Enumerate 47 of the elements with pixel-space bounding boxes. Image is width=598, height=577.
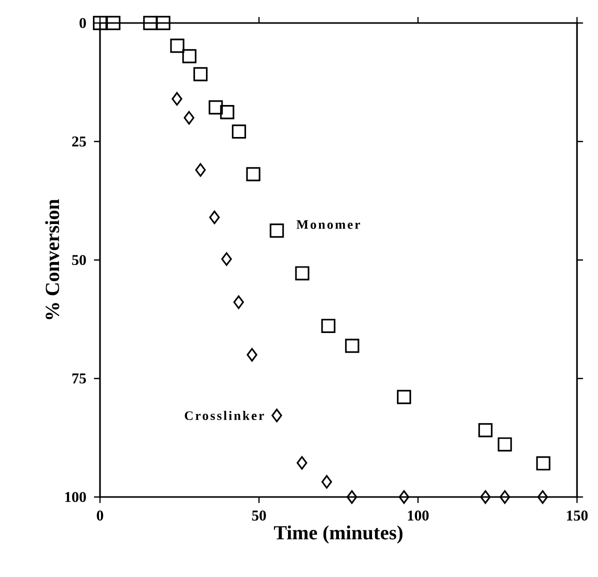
point: [478, 423, 492, 438]
point: [172, 92, 182, 106]
point: [92, 16, 108, 30]
point: [398, 490, 410, 504]
point: [143, 16, 158, 30]
x-tick-label: 0: [96, 510, 104, 521]
point: [321, 318, 336, 333]
point: [246, 348, 258, 362]
point: [182, 49, 196, 64]
point: [106, 16, 120, 30]
x-axis-title: Time (minutes): [274, 525, 402, 544]
point: [170, 38, 184, 53]
point: [209, 210, 220, 224]
series-label: Crosslinker: [184, 410, 264, 420]
point: [498, 437, 512, 452]
point: [195, 163, 206, 177]
y-tick-label: 0: [80, 18, 86, 28]
point: [396, 390, 412, 404]
point: [232, 124, 246, 139]
point: [208, 100, 223, 114]
point: [246, 167, 260, 182]
y-tick-label: 25: [72, 136, 86, 147]
point: [500, 490, 510, 504]
y-tick-label: 75: [72, 374, 86, 384]
point: [480, 490, 491, 504]
point: [321, 475, 332, 489]
point: [270, 224, 284, 238]
point: [220, 105, 234, 120]
x-tick-label: 100: [408, 510, 429, 521]
series-label: Monomer: [296, 220, 360, 229]
point: [272, 408, 282, 422]
point: [193, 67, 208, 82]
y-tick-label: 100: [65, 492, 86, 502]
x-tick-label: 50: [252, 510, 266, 521]
point: [345, 338, 360, 353]
x-tick-label: 150: [567, 510, 588, 521]
y-tick-label: 50: [72, 254, 86, 266]
point: [156, 16, 170, 30]
point: [295, 266, 310, 280]
point: [296, 456, 308, 470]
y-axis-title: % Conversion: [45, 199, 60, 320]
point: [221, 252, 232, 266]
point: [537, 490, 548, 504]
point: [346, 490, 358, 504]
point: [184, 111, 194, 125]
point: [233, 295, 244, 309]
point: [536, 456, 550, 470]
